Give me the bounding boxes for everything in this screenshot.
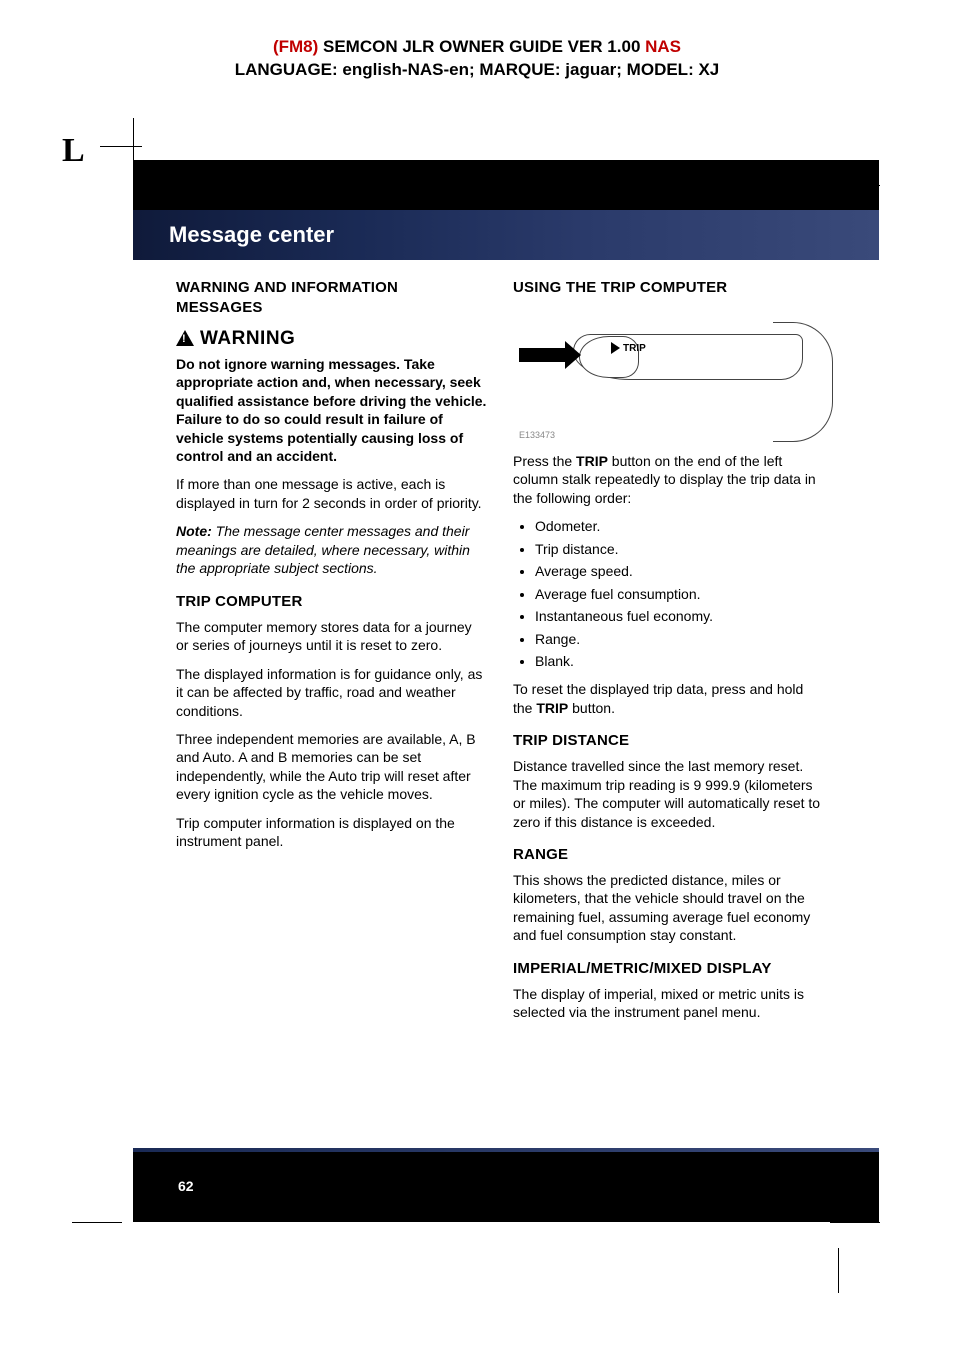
crop-mark — [838, 1248, 839, 1293]
chapter-title-band: Message center — [133, 210, 879, 260]
heading-trip-distance: TRIP DISTANCE — [513, 731, 824, 751]
trip-play-icon — [611, 342, 620, 354]
heading-range: RANGE — [513, 845, 824, 865]
header-nas: NAS — [645, 37, 681, 56]
trip-order-list: Odometer. Trip distance. Average speed. … — [513, 517, 824, 670]
right-column: USING THE TRIP COMPUTER TRIP E133473 Pre… — [513, 278, 824, 1150]
doc-header: (FM8) SEMCON JLR OWNER GUIDE VER 1.00 NA… — [0, 0, 954, 82]
left-column: WARNING AND INFORMATION MESSAGES WARNING… — [176, 278, 487, 1150]
paragraph: The displayed information is for guidanc… — [176, 665, 487, 720]
list-item: Average speed. — [535, 562, 824, 580]
trip-bold: TRIP — [576, 453, 608, 469]
text: Press the — [513, 453, 576, 469]
note-paragraph: Note: The message center messages and th… — [176, 522, 487, 577]
content-area: WARNING AND INFORMATION MESSAGES WARNING… — [176, 278, 824, 1150]
list-item: Odometer. — [535, 517, 824, 535]
warning-callout: WARNING — [176, 326, 487, 351]
list-item: Range. — [535, 630, 824, 648]
paragraph: If more than one message is active, each… — [176, 475, 487, 512]
paragraph: Trip computer information is displayed o… — [176, 814, 487, 851]
page-number: 62 — [178, 1178, 194, 1194]
paragraph: This shows the predicted distance, miles… — [513, 871, 824, 945]
note-body: The message center messages and their me… — [176, 523, 470, 576]
crop-mark — [100, 146, 142, 147]
paragraph: Distance travelled since the last memory… — [513, 757, 824, 831]
footer-black-band — [133, 1152, 879, 1222]
arrow-icon — [519, 348, 567, 362]
paragraph: The computer memory stores data for a jo… — [176, 618, 487, 655]
crop-letter: L — [62, 132, 85, 170]
header-mid: SEMCON JLR OWNER GUIDE VER 1.00 — [318, 37, 645, 56]
heading-trip-computer: TRIP COMPUTER — [176, 592, 487, 612]
chapter-title: Message center — [169, 222, 334, 248]
heading-display-units: IMPERIAL/METRIC/MIXED DISPLAY — [513, 959, 824, 979]
trip-bold: TRIP — [536, 700, 568, 716]
crop-mark — [72, 1222, 122, 1223]
top-black-band — [133, 160, 879, 210]
list-item: Instantaneous fuel economy. — [535, 607, 824, 625]
heading-using-trip: USING THE TRIP COMPUTER — [513, 278, 824, 298]
paragraph: Press the TRIP button on the end of the … — [513, 452, 824, 507]
heading-warning-messages: WARNING AND INFORMATION MESSAGES — [176, 278, 487, 318]
crop-mark — [830, 1222, 880, 1223]
list-item: Blank. — [535, 652, 824, 670]
list-item: Trip distance. — [535, 540, 824, 558]
header-fm8: (FM8) — [273, 37, 318, 56]
header-line2: LANGUAGE: english-NAS-en; MARQUE: jaguar… — [0, 59, 954, 82]
paragraph: Three independent memories are available… — [176, 730, 487, 804]
warning-triangle-icon — [176, 330, 194, 346]
text: button. — [568, 700, 615, 716]
paragraph: To reset the displayed trip data, press … — [513, 680, 824, 717]
note-lead: Note: — [176, 523, 212, 539]
paragraph: The display of imperial, mixed or metric… — [513, 985, 824, 1022]
list-item: Average fuel consumption. — [535, 585, 824, 603]
warning-word: WARNING — [200, 326, 295, 351]
warning-text: Do not ignore warning messages. Take app… — [176, 355, 487, 466]
trip-button-label: TRIP — [623, 342, 646, 355]
trip-stalk-figure: TRIP E133473 — [513, 306, 824, 446]
crop-mark — [133, 118, 134, 160]
figure-code: E133473 — [519, 430, 555, 442]
